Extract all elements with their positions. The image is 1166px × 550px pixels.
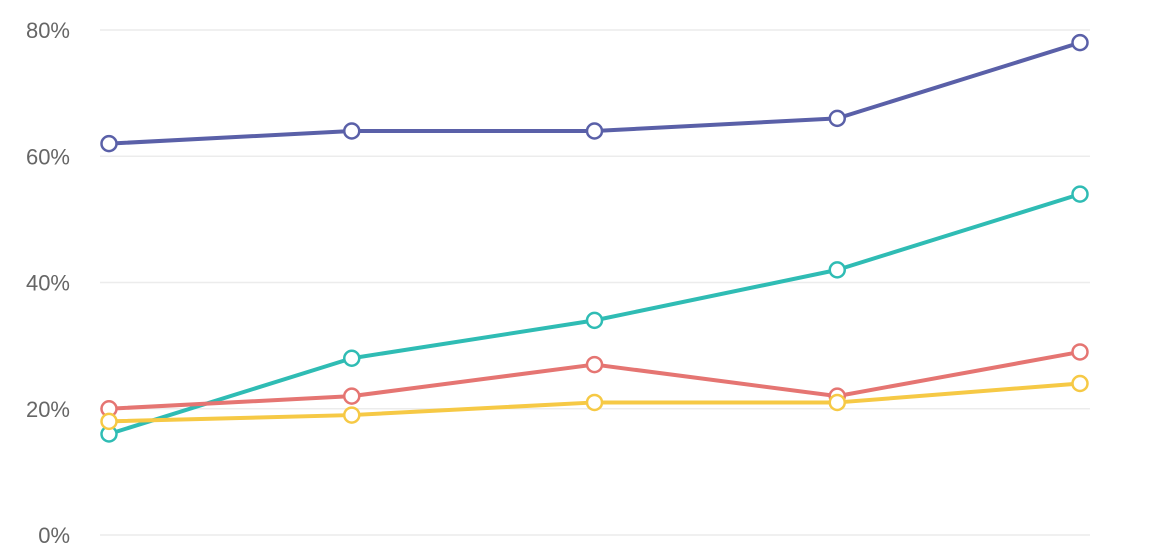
data-point-series-2[interactable] — [343, 349, 361, 367]
data-point-series-1[interactable] — [828, 109, 846, 128]
data-point-series-1[interactable] — [100, 134, 118, 153]
y-tick-label: 20% — [26, 397, 70, 422]
y-axis-tick-labels: 0% 20% 40% 60% 80% — [26, 18, 70, 548]
grid-lines — [100, 29, 1090, 536]
data-point-series-3[interactable] — [1071, 343, 1089, 361]
data-point-series-2[interactable] — [1071, 185, 1089, 203]
data-point-series-4[interactable] — [343, 406, 361, 424]
data-point-series-2[interactable] — [828, 261, 846, 279]
data-point-series-4[interactable] — [100, 412, 118, 431]
data-point-series-4[interactable] — [585, 393, 604, 412]
y-tick-label: 0% — [38, 523, 70, 548]
y-tick-label: 80% — [26, 18, 70, 43]
data-point-series-2[interactable] — [585, 311, 604, 330]
data-point-series-3[interactable] — [585, 355, 604, 374]
y-tick-label: 60% — [26, 144, 70, 169]
y-tick-label: 40% — [26, 271, 70, 296]
data-point-series-4[interactable] — [1071, 374, 1089, 393]
data-point-series-1[interactable] — [585, 122, 604, 140]
data-point-series-1[interactable] — [1071, 33, 1089, 52]
series-points — [100, 33, 1089, 443]
data-point-series-4[interactable] — [828, 393, 846, 412]
series-lines — [107, 40, 1082, 436]
data-point-series-3[interactable] — [343, 387, 361, 405]
data-point-series-1[interactable] — [343, 122, 361, 140]
